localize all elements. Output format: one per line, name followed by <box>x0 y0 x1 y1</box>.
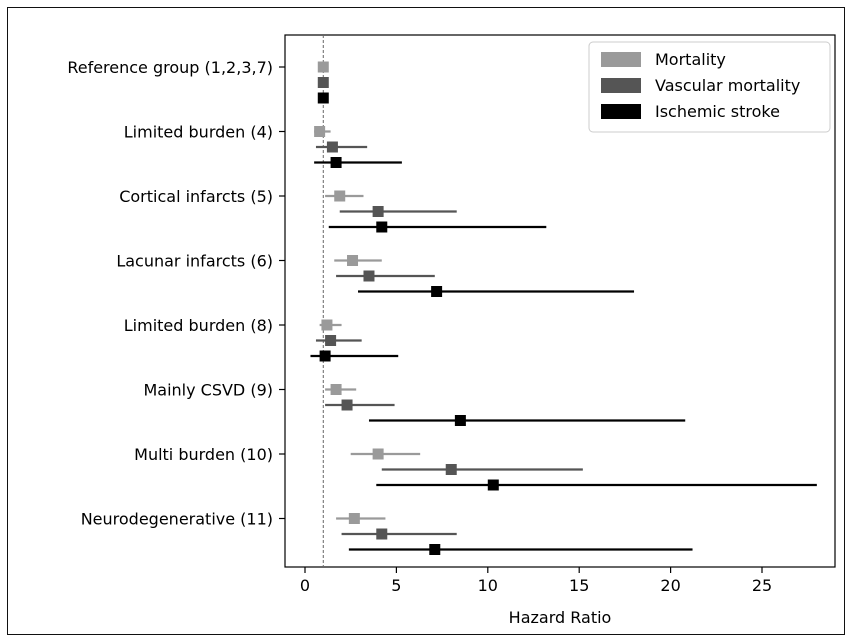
legend-label: Vascular mortality <box>655 76 800 95</box>
y-category-label: Limited burden (4) <box>124 123 273 142</box>
x-axis-label: Hazard Ratio <box>509 608 612 627</box>
hazard-ratio-point <box>330 384 342 395</box>
y-category-label: Lacunar infarcts (6) <box>116 252 273 271</box>
axes-frame <box>284 34 836 568</box>
hazard-ratio-point <box>319 350 331 362</box>
x-tick-label: 5 <box>391 576 401 595</box>
y-category-label: Neurodegenerative (11) <box>81 510 273 529</box>
hazard-ratio-point <box>376 221 388 233</box>
hazard-ratio-point <box>431 286 443 297</box>
y-category-label: Mainly CSVD (9) <box>143 381 273 400</box>
y-category-label: Reference group (1,2,3,7) <box>67 58 273 77</box>
y-category-label: Limited burden (8) <box>124 316 273 335</box>
series-layer <box>310 61 817 555</box>
x-tick-label: 20 <box>660 576 680 595</box>
hazard-ratio-point <box>487 479 499 491</box>
x-tick-label: 10 <box>478 576 498 595</box>
y-category-label: Cortical infarcts (5) <box>119 187 273 206</box>
x-tick-label: 0 <box>300 576 310 595</box>
legend-swatch <box>601 104 641 119</box>
hazard-ratio-point <box>348 513 360 524</box>
hazard-ratio-point <box>445 464 457 475</box>
x-tick-label: 15 <box>569 576 589 595</box>
figure-border <box>7 7 845 635</box>
x-tick-label: 25 <box>752 576 772 595</box>
series-mortality <box>314 61 421 524</box>
hazard-ratio-point <box>372 206 384 217</box>
hazard-ratio-point <box>326 141 338 153</box>
legend-label: Mortality <box>655 50 726 69</box>
hazard-ratio-point <box>317 77 329 88</box>
hazard-ratio-point <box>341 399 353 411</box>
legend-label: Ischemic stroke <box>655 102 780 121</box>
hazard-ratio-point <box>325 335 337 346</box>
legend: Mortality Vascular mortality Ischemic stro… <box>588 41 831 133</box>
hazard-ratio-point <box>334 190 346 202</box>
hazard-ratio-point <box>330 157 342 168</box>
y-axis-category-labels: Reference group (1,2,3,7) Limited burden … <box>67 58 285 529</box>
hazard-ratio-point <box>321 319 333 331</box>
hazard-ratio-point <box>317 92 329 104</box>
hazard-ratio-point <box>429 544 441 555</box>
hazard-ratio-point <box>454 415 466 426</box>
legend-swatch <box>601 52 641 67</box>
legend-swatch <box>601 78 641 93</box>
hazard-ratio-point <box>372 448 384 460</box>
hazard-ratio-point <box>376 528 388 540</box>
y-category-label: Multi burden (10) <box>134 445 273 464</box>
x-axis-ticks: 0 5 10 15 20 25 <box>300 567 772 595</box>
legend-frame <box>588 41 831 133</box>
hazard-ratio-point <box>317 61 329 73</box>
series-vascular-mortality <box>315 77 583 540</box>
hazard-ratio-point <box>347 255 359 266</box>
hazard-ratio-point <box>314 126 326 137</box>
series-ischemic-stroke <box>310 92 817 555</box>
plot-area: 0 5 10 15 20 25 Reference group (1,2,3,7) Limi… <box>67 34 836 627</box>
hazard-ratio-point <box>363 270 375 282</box>
